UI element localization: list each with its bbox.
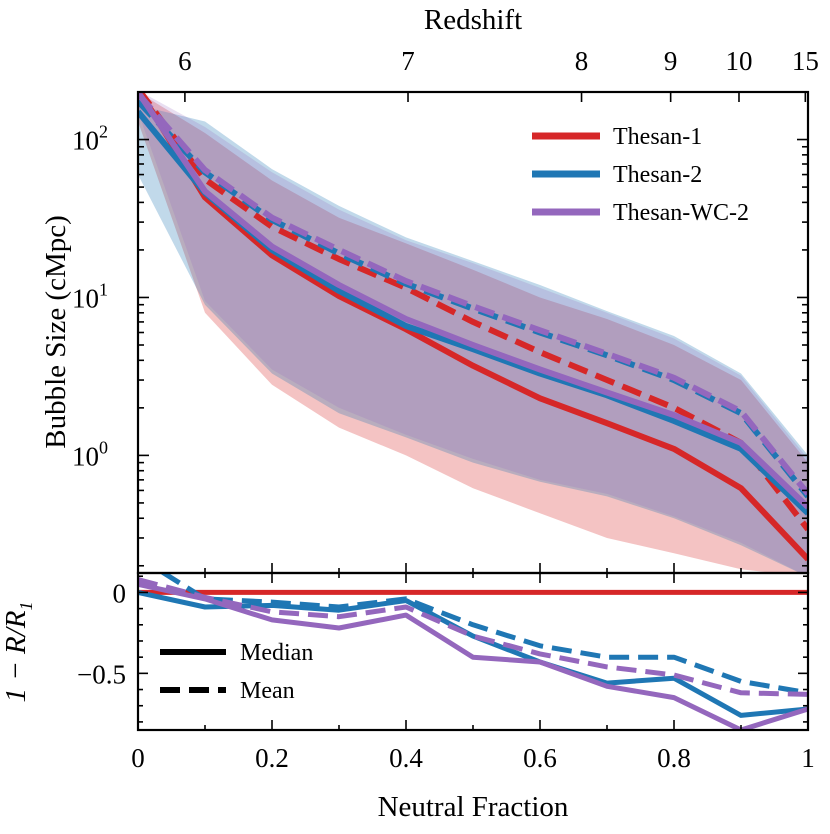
top-uncertainty-bands bbox=[138, 92, 808, 573]
line-thesan-1-mean bbox=[138, 92, 808, 532]
legend-label: Thesan-WC-2 bbox=[613, 200, 749, 226]
bubble-size-tick-labels: 100 101 102 bbox=[72, 122, 108, 472]
bottom-series-lines bbox=[138, 573, 808, 730]
neutral-fraction-tick-label: 0 bbox=[131, 743, 145, 773]
band-thesan-1 bbox=[138, 92, 808, 573]
redshift-tick-label: 6 bbox=[178, 46, 192, 76]
redshift-tick-label: 9 bbox=[664, 46, 678, 76]
top-axis-title: Redshift bbox=[424, 4, 522, 36]
ratio-tick-label: 0 bbox=[113, 578, 127, 608]
redshift-tick-label: 15 bbox=[792, 46, 819, 76]
band-thesan-2 bbox=[138, 105, 808, 573]
statistic-legend: Median Mean bbox=[160, 640, 313, 704]
legend-label: Mean bbox=[240, 678, 295, 704]
neutral-fraction-tick-label: 0.2 bbox=[255, 743, 289, 773]
bubble-size-tick-label: 101 bbox=[72, 279, 108, 313]
line-thesan-1-median bbox=[138, 92, 808, 562]
neutral-fraction-tick-labels: 0 0.2 0.4 0.6 0.8 1 bbox=[131, 743, 815, 773]
series-legend: Thesan-1 Thesan-2 Thesan-WC-2 bbox=[532, 124, 749, 226]
redshift-tick-label: 10 bbox=[725, 46, 752, 76]
bubble-size-tick-label: 102 bbox=[72, 122, 108, 156]
legend-label: Thesan-2 bbox=[613, 162, 702, 188]
axis-ticks bbox=[137, 91, 809, 730]
top-series-lines bbox=[138, 92, 808, 562]
band-thesan-wc-2 bbox=[138, 92, 808, 573]
neutral-fraction-tick-label: 1 bbox=[801, 743, 815, 773]
ratio-tick-label: −0.5 bbox=[77, 659, 126, 689]
ratio-line-thesan-2-median bbox=[138, 589, 808, 718]
bottom-y-axis-sub: 1 bbox=[16, 601, 36, 610]
top-y-axis-title: Bubble Size (cMpc) bbox=[40, 215, 72, 449]
redshift-tick-label: 8 bbox=[575, 46, 589, 76]
neutral-fraction-tick-label: 0.6 bbox=[523, 743, 557, 773]
bottom-y-axis-title: 1 − R/R1 bbox=[0, 601, 36, 702]
neutral-fraction-tick-label: 0.4 bbox=[389, 743, 423, 773]
neutral-fraction-tick-label: 0.8 bbox=[657, 743, 691, 773]
bottom-panel-frame bbox=[136, 571, 810, 732]
bubble-size-tick-label: 100 bbox=[72, 437, 108, 471]
line-thesan-wc-2-median bbox=[138, 92, 808, 510]
ratio-line-thesan-wc-2-median bbox=[138, 581, 808, 730]
legend-label: Thesan-1 bbox=[613, 124, 702, 150]
redshift-tick-labels: 6 7 8 9 10 15 bbox=[178, 46, 819, 76]
bottom-y-axis-main: 1 − R/R bbox=[0, 610, 32, 702]
ratio-tick-labels: 0 −0.5 bbox=[77, 578, 126, 689]
x-axis-title: Neutral Fraction bbox=[378, 791, 569, 823]
ratio-line-thesan-2-mean bbox=[159, 573, 808, 696]
line-thesan-wc-2-mean bbox=[138, 92, 808, 496]
redshift-tick-label: 7 bbox=[401, 46, 415, 76]
legend-label: Median bbox=[240, 640, 313, 666]
